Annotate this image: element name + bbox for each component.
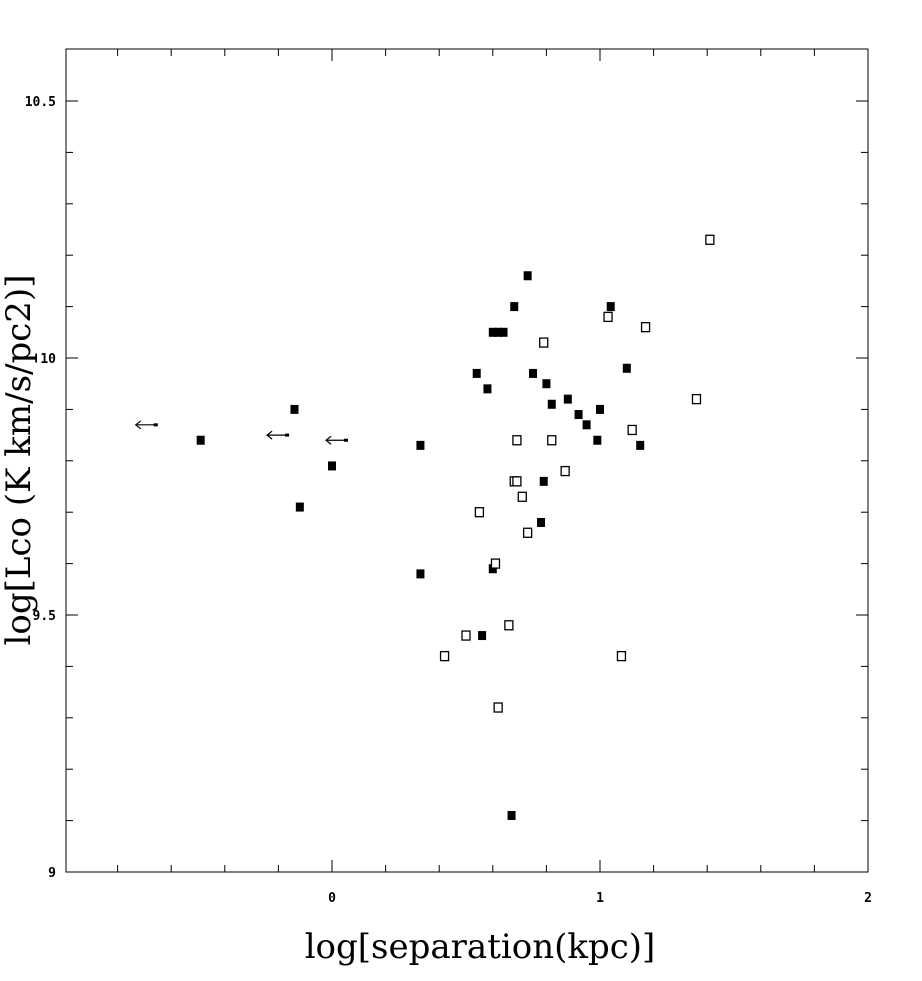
open-square-point [474, 507, 485, 518]
filled-square-point [494, 327, 503, 337]
axis-ticks [66, 49, 868, 872]
y-tick-label: 9.5 [33, 609, 56, 624]
filled-square-point [472, 368, 481, 378]
data-points [134, 234, 715, 820]
filled-square-point [295, 502, 304, 512]
x-tick-label: 0 [328, 891, 336, 906]
filled-square-point [499, 327, 508, 337]
x-tick-label: 1 [596, 891, 604, 906]
y-tick-label: 10 [40, 352, 56, 367]
open-square-point [560, 465, 570, 477]
filled-square-point [483, 384, 492, 394]
open-square-point [439, 650, 450, 662]
filled-square-point [488, 327, 497, 337]
filled-square-point [537, 517, 546, 527]
open-square-point [512, 476, 522, 487]
open-square-point [461, 630, 471, 641]
filled-square-point [563, 394, 572, 404]
filled-square-point [582, 420, 591, 430]
filled-square-point [596, 404, 604, 414]
open-square-point [547, 435, 557, 446]
filled-square-point [542, 379, 551, 389]
plot-frame [65, 48, 869, 873]
filled-square-point [328, 461, 336, 471]
upper-limit-arrow [134, 420, 158, 430]
upper-limit-arrow [325, 435, 349, 445]
y-tick-label: 10.5 [25, 95, 56, 110]
filled-square-point [636, 440, 645, 450]
y-axis-title: log[Lco (K km/s/pc2)] [0, 275, 39, 646]
axis-tick-labels: 0 1 2 9 9.5 10 10.5 [25, 95, 872, 906]
filled-square-point [416, 440, 425, 450]
open-square-point [691, 393, 702, 405]
filled-square-point [507, 810, 516, 820]
filled-square-point [478, 631, 487, 641]
filled-square-point [539, 476, 548, 486]
x-tick-label: 2 [864, 891, 872, 906]
filled-square-point [593, 435, 602, 445]
filled-square-point [416, 569, 425, 579]
filled-square-point [547, 399, 556, 409]
filled-square-point [622, 363, 631, 373]
open-square-point [512, 435, 522, 446]
upper-limit-arrow [266, 430, 290, 440]
x-axis-title: log[separation(kpc)] [305, 927, 656, 967]
filled-square-point [606, 302, 615, 312]
open-square-point [504, 620, 514, 631]
filled-square-point [529, 368, 537, 378]
open-square-point [517, 491, 527, 502]
open-square-point [522, 527, 533, 538]
filled-square-point [510, 302, 519, 312]
filled-square-point [574, 410, 583, 420]
open-square-point [616, 650, 627, 662]
open-square-point [627, 424, 637, 436]
filled-square-point [523, 271, 532, 281]
open-square-point [539, 337, 549, 348]
filled-square-point [290, 404, 299, 414]
filled-square-point [196, 435, 205, 445]
open-square-point [603, 311, 613, 323]
open-square-point [705, 234, 715, 245]
open-square-point [640, 322, 651, 333]
open-square-point [493, 702, 503, 713]
open-square-point [490, 558, 501, 569]
y-tick-label: 9 [48, 866, 56, 881]
